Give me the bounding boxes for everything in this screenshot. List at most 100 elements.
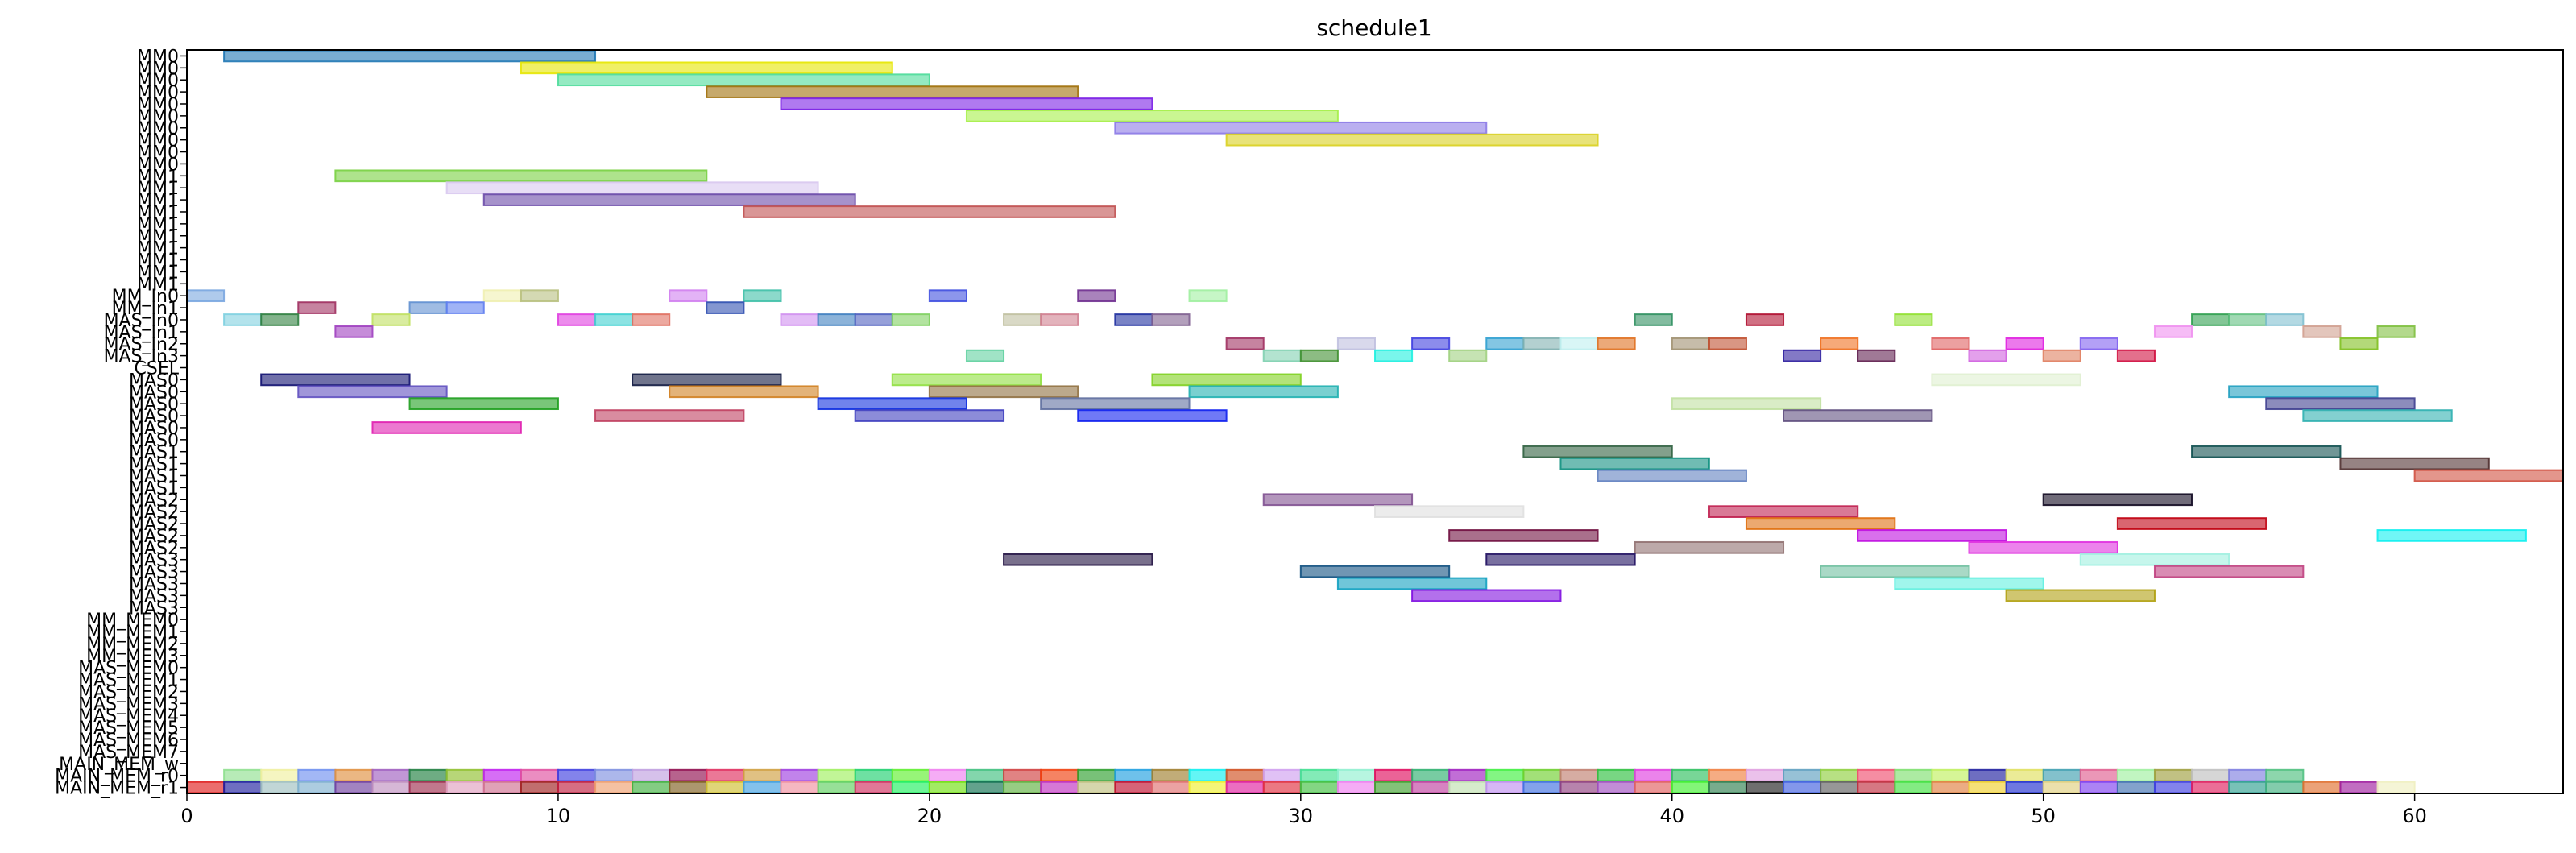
task-bar [408, 397, 559, 411]
y-tick-label: MAS_In3 [104, 347, 179, 367]
memory-bars-layer [186, 768, 2416, 794]
task-bar [2153, 325, 2193, 338]
y-tick-label: MM0 [137, 131, 179, 151]
memory-read1-bar [1114, 781, 1153, 794]
memory-read0-bar [2265, 768, 2305, 782]
memory-read0-bar [2116, 768, 2156, 782]
memory-read1-bar [2116, 781, 2156, 794]
task-bar [2413, 469, 2564, 482]
y-tick-label: MAS_MEM6 [78, 731, 179, 751]
memory-read0-bar [260, 768, 300, 782]
y-tick-label: MAS2 [129, 515, 179, 535]
task-bar [2265, 397, 2416, 411]
y-tick-label: MAS0 [129, 431, 179, 451]
memory-read0-bar [1931, 768, 1970, 782]
task-bar [1411, 589, 1562, 602]
memory-read0-bar [780, 768, 819, 782]
task-bar [557, 73, 930, 87]
memory-read0-bar [1151, 768, 1191, 782]
memory-read1-bar [1708, 781, 1747, 794]
memory-read0-bar [706, 768, 745, 782]
memory-read1-bar [1783, 781, 1822, 794]
y-tick-label: MM1 [137, 203, 179, 223]
memory-read0-bar [482, 768, 522, 782]
memory-read0-bar [1783, 768, 1822, 782]
task-bar [1448, 349, 1488, 362]
memory-read0-bar [1857, 768, 1896, 782]
memory-read1-bar [1448, 781, 1488, 794]
task-bar [1077, 409, 1228, 422]
x-tick-label: 60 [2402, 805, 2427, 827]
memory-read0-bar [1634, 768, 1673, 782]
y-tick-label: MAS1 [129, 478, 179, 499]
task-bar [520, 289, 559, 303]
memory-read0-bar [669, 768, 708, 782]
memory-read0-bar [743, 768, 782, 782]
y-tick-label: MAS_MEM7 [78, 743, 179, 763]
task-bar [1559, 457, 1710, 470]
memory-read0-bar [632, 768, 671, 782]
task-bar [780, 97, 1153, 110]
y-tick-label: MAS1 [129, 455, 179, 475]
y-tick-label: MAS_MEM1 [78, 671, 179, 691]
task-bar [1188, 289, 1228, 303]
y-tick-label: MM1 [137, 239, 179, 259]
task-bar [706, 301, 745, 314]
y-tick-label: MAS2 [129, 539, 179, 559]
task-bar [632, 313, 671, 326]
task-bar [1708, 337, 1747, 350]
memory-read0-bar [1485, 768, 1525, 782]
task-bar [371, 421, 522, 434]
task-bar [445, 301, 485, 314]
task-bar [891, 373, 1042, 387]
memory-read0-bar [445, 768, 485, 782]
memory-read1-bar [1931, 781, 1970, 794]
y-tick-label: MM_MEM0 [86, 611, 179, 631]
task-bar [928, 289, 967, 303]
memory-read0-bar [1188, 768, 1228, 782]
task-bar [1225, 133, 1599, 147]
memory-read1-bar [1968, 781, 2007, 794]
memory-read0-bar [1968, 768, 2007, 782]
memory-read1-bar [1857, 781, 1896, 794]
y-tick-label: MM_MEM3 [86, 647, 179, 667]
task-bar [743, 205, 1116, 218]
memory-read0-bar [2042, 768, 2081, 782]
memory-read1-bar [854, 781, 893, 794]
y-tick-label: MM_In0 [112, 287, 179, 307]
y-tick-label: MAIN_MEM_r1 [55, 779, 179, 799]
task-bar [1783, 409, 1933, 422]
task-bar [1336, 577, 1488, 590]
memory-read1-bar [482, 781, 522, 794]
memory-read0-bar [557, 768, 597, 782]
y-tick-label: MAS1 [129, 466, 179, 487]
memory-read1-bar [632, 781, 671, 794]
task-bar [445, 181, 819, 195]
y-tick-label: MM1 [137, 227, 179, 247]
y-tick-label: MAS_MEM5 [78, 718, 179, 739]
y-tick-label: MAS1 [129, 443, 179, 463]
memory-read0-bar [2228, 768, 2267, 782]
task-bar [1262, 493, 1414, 507]
memory-read1-bar [1225, 781, 1265, 794]
memory-read0-bar [2005, 768, 2044, 782]
memory-read1-bar [1671, 781, 1710, 794]
task-bar [297, 301, 337, 314]
task-bar [2005, 589, 2156, 602]
memory-read0-bar [408, 768, 448, 782]
task-bar [1634, 313, 1673, 326]
task-bar [1708, 505, 1859, 519]
memory-read0-bar [1003, 768, 1042, 782]
task-bar [1188, 385, 1339, 399]
x-tick-label: 40 [1659, 805, 1684, 827]
task-bar [1559, 337, 1599, 350]
memory-read0-bar [1077, 768, 1116, 782]
y-tick-label: MAS2 [129, 491, 179, 511]
memory-read0-bar [965, 768, 1005, 782]
task-bar [2042, 493, 2193, 507]
y-tick-label: MM0 [137, 47, 179, 67]
task-bar [1968, 349, 2007, 362]
task-bar [2042, 349, 2081, 362]
memory-read1-bar [557, 781, 597, 794]
memory-read1-bar [817, 781, 856, 794]
